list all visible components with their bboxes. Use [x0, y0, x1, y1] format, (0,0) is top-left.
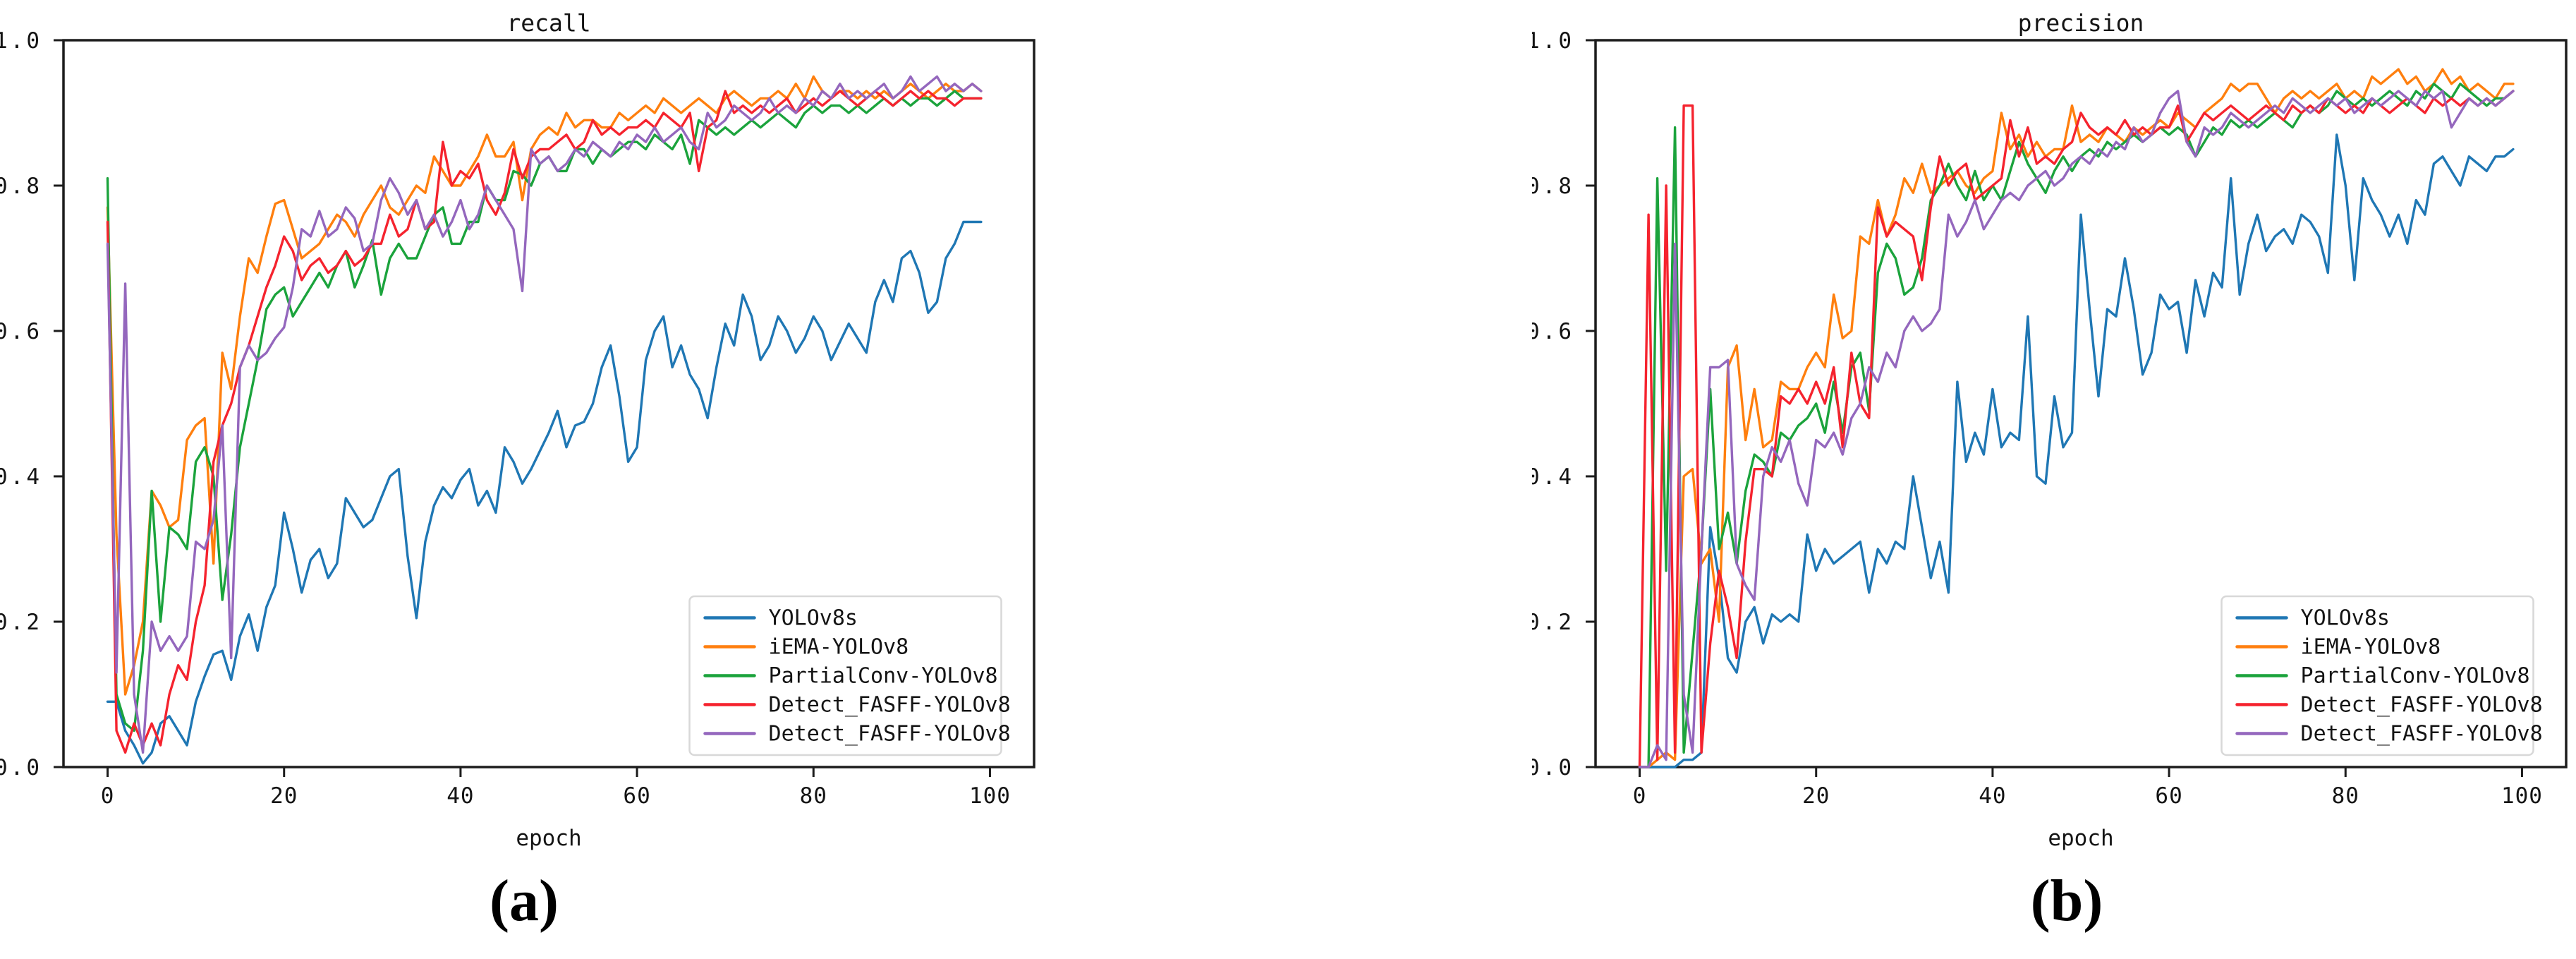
series-line-Detect_FASFF-YOLOv8 [1638, 90, 2515, 768]
x-tick-label: 60 [623, 783, 650, 809]
series-line-Detect_FASFF-YOLOv8 [106, 75, 983, 754]
y-tick-label: 0.4 [0, 464, 42, 490]
x-tick-label: 0 [101, 783, 115, 809]
figure-b: precision 0.0 0.2 0.4 0.6 0.8 1.0 0 20 40 60 80 100 e… [1532, 1, 2576, 857]
chart-title: recall [506, 9, 590, 37]
precision-chart-svg: precision 0.0 0.2 0.4 0.6 0.8 1.0 0 20 40 60 80 100 e… [1532, 9, 2568, 851]
legend-label: iEMA-YOLOv8 [2301, 634, 2441, 659]
legend-label: YOLOv8s [769, 605, 858, 630]
y-tick-label: 0.4 [1532, 464, 1574, 490]
y-tick-label: 0.0 [0, 755, 42, 780]
legend-label: Detect_FASFF-YOLOv8 [2301, 692, 2543, 717]
legend-label: PartialConv-YOLOv8 [769, 663, 998, 688]
x-tick-label: 60 [2155, 783, 2182, 809]
series-line-YOLOv8s [106, 220, 983, 765]
precision-chart: precision 0.0 0.2 0.4 0.6 0.8 1.0 0 20 40 60 80 100 e… [1532, 1, 2576, 857]
x-tick-label: 20 [1802, 783, 1830, 809]
y-tick-label: 0.2 [0, 610, 42, 635]
x-tick-label: 0 [1633, 783, 1647, 809]
x-tick-label: 40 [446, 783, 474, 809]
y-tick-label: 0.6 [0, 319, 42, 344]
legend-label: Detect_FASFF-YOLOv8 [2301, 721, 2543, 746]
series-line-Detect_FASFF-YOLOv8 [106, 90, 983, 754]
y-tick-label: 0.6 [1532, 319, 1574, 344]
recall-chart-svg: recall 0.0 0.2 0.4 0.6 0.8 1.0 0 20 40 60 80 100 epoc… [0, 9, 1035, 851]
series-line-YOLOv8s [1638, 133, 2515, 768]
x-tick-label: 80 [2332, 783, 2359, 809]
figure-b-caption: (b) [2030, 868, 2103, 934]
legend-box [688, 595, 1002, 756]
y-tick-label: 0.8 [0, 174, 42, 199]
chart-title: precision [2018, 9, 2144, 37]
figure-a-caption: (a) [490, 868, 559, 934]
axis-frame [62, 39, 1035, 768]
x-axis-label: epoch [516, 826, 581, 851]
legend-label: iEMA-YOLOv8 [769, 634, 909, 659]
x-tick-label: 80 [800, 783, 827, 809]
legend-label: Detect_FASFF-YOLOv8 [769, 721, 1011, 746]
y-tick-label: 0.8 [1532, 174, 1574, 199]
y-tick-label: 1.0 [1532, 28, 1574, 54]
legend-label: PartialConv-YOLOv8 [2301, 663, 2530, 688]
legend-label: YOLOv8s [2301, 605, 2390, 630]
figure-a: recall 0.0 0.2 0.4 0.6 0.8 1.0 0 20 40 60 80 100 epoc… [0, 1, 1213, 857]
x-tick-label: 100 [2501, 783, 2543, 809]
legend-label: Detect_FASFF-YOLOv8 [769, 692, 1011, 717]
y-tick-label: 0.2 [1532, 610, 1574, 635]
y-tick-label: 0.0 [1532, 755, 1574, 780]
recall-chart: recall 0.0 0.2 0.4 0.6 0.8 1.0 0 20 40 60 80 100 epoc… [0, 1, 1213, 857]
x-tick-label: 40 [1979, 783, 2006, 809]
y-tick-label: 1.0 [0, 28, 42, 54]
series-line-Detect_FASFF-YOLOv8 [1638, 90, 2515, 768]
x-tick-label: 100 [969, 783, 1011, 809]
x-axis-label: epoch [2048, 826, 2113, 851]
axis-frame [1594, 39, 2568, 768]
x-tick-label: 20 [270, 783, 298, 809]
legend-box [2220, 595, 2534, 756]
